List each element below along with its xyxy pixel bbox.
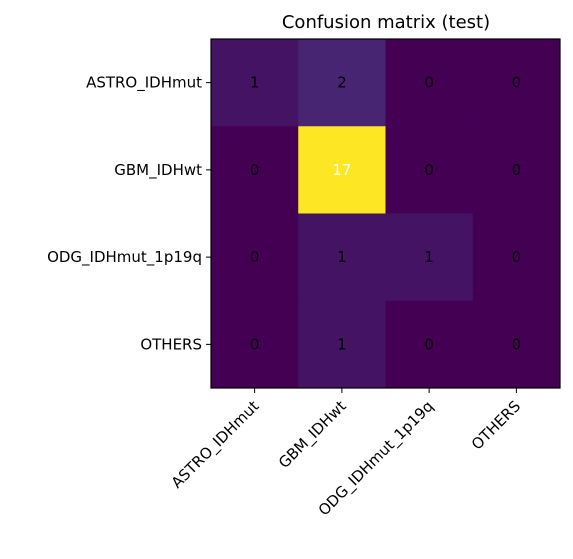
heatmap-cell: [211, 213, 299, 302]
chart-title: Confusion matrix (test): [282, 12, 490, 33]
heatmap-cell: [211, 300, 299, 389]
x-tick-label: OTHERS: [468, 397, 524, 453]
y-tick-label: ODG_IDHmut_1p19q: [47, 248, 202, 267]
heatmap-cell-label: 0: [250, 248, 260, 266]
heatmap-cell: [385, 300, 474, 389]
heatmap-cell-label: 0: [512, 335, 522, 353]
heatmap-cell-label: 0: [424, 161, 434, 179]
heatmap-cell: [211, 39, 299, 127]
heatmap-cell-label: 0: [250, 161, 260, 179]
heatmap-cell-label: 2: [337, 74, 347, 92]
heatmap-cell: [385, 126, 474, 214]
y-tick-label: GBM_IDHwt: [114, 161, 202, 180]
heatmap-cell: [298, 39, 386, 127]
heatmap-cell: [472, 39, 561, 127]
y-tick-label: ASTRO_IDHmut: [86, 74, 202, 93]
heatmap-cell: [385, 213, 474, 302]
heatmap-cell-label: 0: [424, 335, 434, 353]
y-axis: ASTRO_IDHmut GBM_IDHwt ODG_IDHmut_1p19q OTH…: [47, 74, 211, 353]
heatmap-cell: [298, 126, 386, 214]
heatmap-cell: [385, 39, 474, 127]
heatmap-cell: [298, 300, 386, 389]
heatmap-cell: [472, 213, 561, 302]
heatmap-cells: [211, 39, 561, 389]
heatmap-cell-label: 1: [250, 74, 260, 92]
heatmap-cell-label: 0: [424, 74, 434, 92]
heatmap-cell-label: 0: [512, 161, 522, 179]
heatmap-cell: [211, 126, 299, 214]
plot-frame: [210, 38, 561, 389]
heatmap-cell-label: 1: [337, 248, 347, 266]
heatmap-cell-label: 17: [332, 161, 351, 179]
heatmap-cell-label: 1: [424, 248, 434, 266]
heatmap-cell: [298, 213, 386, 302]
heatmap-cell: [472, 126, 561, 214]
heatmap-cell-labels: 1 2 0 0 0 17 0 0 0 1 1 0 0 1 0 0: [250, 74, 521, 354]
x-tick-label: ASTRO_IDHmut: [168, 397, 263, 492]
y-tick-label: OTHERS: [140, 335, 202, 353]
heatmap-cell-label: 1: [337, 335, 347, 353]
heatmap-cell-label: 0: [512, 74, 522, 92]
heatmap-cell-label: 0: [250, 335, 260, 353]
x-tick-label: GBM_IDHwt: [275, 397, 351, 473]
heatmap-cell-label: 0: [512, 248, 522, 266]
heatmap-cell: [472, 300, 561, 389]
